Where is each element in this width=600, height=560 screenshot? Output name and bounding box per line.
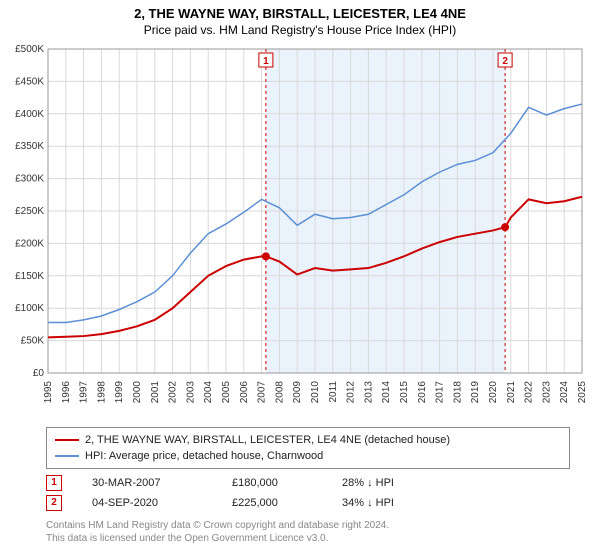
chart-title: 2, THE WAYNE WAY, BIRSTALL, LEICESTER, L…: [0, 0, 600, 21]
sale-marker: 2: [46, 495, 62, 511]
svg-text:£400K: £400K: [15, 109, 44, 120]
svg-text:2004: 2004: [203, 381, 214, 404]
svg-text:2: 2: [502, 56, 508, 67]
svg-text:£50K: £50K: [21, 336, 45, 347]
svg-text:2018: 2018: [452, 381, 463, 404]
svg-text:2016: 2016: [417, 381, 428, 404]
chart-subtitle: Price paid vs. HM Land Registry's House …: [0, 21, 600, 41]
svg-text:2000: 2000: [132, 381, 143, 404]
svg-text:2005: 2005: [221, 381, 232, 404]
legend-swatch: [55, 455, 79, 457]
svg-text:2017: 2017: [435, 381, 446, 404]
svg-text:£0: £0: [33, 368, 45, 379]
legend-label: HPI: Average price, detached house, Char…: [85, 448, 323, 464]
line-chart-svg: £0 £50K £100K £150K £200K £250K £300K £350K £400…: [0, 41, 600, 421]
legend-swatch: [55, 439, 79, 441]
svg-text:£250K: £250K: [15, 206, 44, 217]
sale-row: 1 30-MAR-2007 £180,000 28% ↓ HPI: [46, 473, 570, 493]
svg-text:1995: 1995: [43, 381, 54, 404]
svg-text:2019: 2019: [470, 381, 481, 404]
svg-text:1999: 1999: [114, 381, 125, 404]
sale-marker: 1: [46, 475, 62, 491]
attribution-line: Contains HM Land Registry data © Crown c…: [46, 519, 570, 532]
svg-text:2007: 2007: [257, 381, 268, 404]
svg-text:£100K: £100K: [15, 303, 44, 314]
svg-text:2023: 2023: [541, 381, 552, 404]
svg-text:2012: 2012: [346, 381, 357, 404]
svg-text:2001: 2001: [150, 381, 161, 404]
attribution-line: This data is licensed under the Open Gov…: [46, 532, 570, 545]
svg-text:£150K: £150K: [15, 271, 44, 282]
svg-text:2011: 2011: [328, 381, 339, 403]
legend-item: 2, THE WAYNE WAY, BIRSTALL, LEICESTER, L…: [55, 432, 561, 448]
svg-text:2009: 2009: [292, 381, 303, 404]
sale-delta: 28% ↓ HPI: [342, 473, 394, 493]
svg-text:2021: 2021: [506, 381, 517, 404]
svg-text:£450K: £450K: [15, 76, 44, 87]
svg-text:1: 1: [263, 56, 269, 67]
sale-price: £225,000: [232, 493, 312, 513]
svg-text:2008: 2008: [274, 381, 285, 404]
svg-text:1997: 1997: [79, 381, 90, 404]
svg-text:2002: 2002: [168, 381, 179, 404]
sale-price: £180,000: [232, 473, 312, 493]
svg-text:2003: 2003: [185, 381, 196, 404]
svg-text:2025: 2025: [577, 381, 588, 404]
attribution: Contains HM Land Registry data © Crown c…: [46, 519, 570, 545]
svg-text:1998: 1998: [96, 381, 107, 404]
svg-text:2015: 2015: [399, 381, 410, 404]
svg-text:2014: 2014: [381, 381, 392, 404]
legend-label: 2, THE WAYNE WAY, BIRSTALL, LEICESTER, L…: [85, 432, 450, 448]
chart-area: £0 £50K £100K £150K £200K £250K £300K £350K £400…: [0, 41, 600, 421]
svg-text:2024: 2024: [559, 381, 570, 404]
svg-text:£200K: £200K: [15, 238, 44, 249]
svg-text:£300K: £300K: [15, 174, 44, 185]
svg-text:1996: 1996: [61, 381, 72, 404]
sale-row: 2 04-SEP-2020 £225,000 34% ↓ HPI: [46, 493, 570, 513]
svg-text:£350K: £350K: [15, 141, 44, 152]
svg-text:2013: 2013: [363, 381, 374, 404]
legend: 2, THE WAYNE WAY, BIRSTALL, LEICESTER, L…: [46, 427, 570, 469]
svg-text:2006: 2006: [239, 381, 250, 404]
svg-text:2022: 2022: [524, 381, 535, 404]
sale-delta: 34% ↓ HPI: [342, 493, 394, 513]
sale-date: 30-MAR-2007: [92, 473, 202, 493]
sale-date: 04-SEP-2020: [92, 493, 202, 513]
svg-text:£500K: £500K: [15, 44, 44, 55]
svg-text:2010: 2010: [310, 381, 321, 404]
sales-table: 1 30-MAR-2007 £180,000 28% ↓ HPI 2 04-SEP-202…: [46, 473, 570, 513]
legend-item: HPI: Average price, detached house, Char…: [55, 448, 561, 464]
svg-text:2020: 2020: [488, 381, 499, 404]
